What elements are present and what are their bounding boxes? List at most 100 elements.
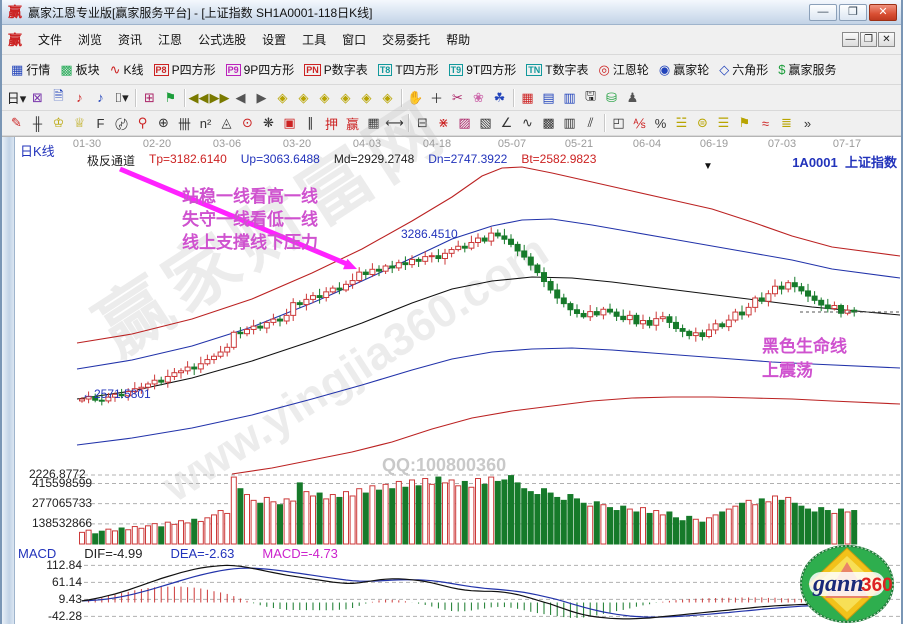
- wave2-tool-icon[interactable]: ≈: [761, 115, 770, 131]
- wave-tool-icon[interactable]: ∿: [522, 115, 533, 130]
- sectors-button[interactable]: ▩ 板块: [55, 59, 104, 80]
- indicator-name[interactable]: 极反通道: [87, 154, 136, 168]
- minimize-button[interactable]: —: [809, 3, 837, 21]
- parallel-lines-icon[interactable]: ╫: [32, 115, 43, 131]
- gold-circle-icon[interactable]: ⊜: [697, 115, 708, 130]
- mdi-restore-button[interactable]: ❐: [860, 32, 877, 47]
- close-button[interactable]: ✕: [869, 3, 897, 21]
- angle-tool-icon[interactable]: ∠: [500, 115, 513, 130]
- menu-6[interactable]: 工具: [302, 33, 327, 47]
- hexagon-button[interactable]: ◇ 六角形: [714, 59, 773, 80]
- color-chart-icon[interactable]: ⚑: [164, 89, 177, 105]
- pen-tool-icon[interactable]: ✎: [11, 115, 22, 130]
- p-square-button[interactable]: P8 P四方形: [149, 59, 221, 80]
- t-number-table-button[interactable]: TN T数字表: [521, 59, 593, 80]
- diamond-updown-icon[interactable]: ◈: [361, 89, 372, 105]
- gold-bands-icon[interactable]: ≣: [781, 115, 792, 130]
- menu-5[interactable]: 设置: [262, 33, 287, 47]
- percent-red-icon[interactable]: ⅍: [633, 115, 646, 131]
- menu-9[interactable]: 帮助: [446, 33, 471, 47]
- slash-tool-icon[interactable]: ⫽: [587, 115, 594, 130]
- menu-1[interactable]: 浏览: [78, 33, 103, 47]
- flower-tool-icon[interactable]: ❀: [473, 89, 484, 105]
- kline-chart-canvas[interactable]: [2, 137, 903, 624]
- frame-tool-icon[interactable]: ⊟: [417, 115, 428, 130]
- win-tool-icon[interactable]: 赢: [345, 116, 359, 132]
- stats-box-icon[interactable]: ◰: [612, 115, 625, 130]
- winner-service-button[interactable]: $ 赢家服务: [773, 59, 841, 80]
- gann-grid-gold-icon[interactable]: ♔: [52, 115, 65, 130]
- monitor-icon[interactable]: ⛁: [606, 89, 617, 105]
- info-panel-icon[interactable]: 🗎: [53, 87, 64, 103]
- gold-lines-icon[interactable]: ☰: [717, 115, 730, 130]
- mind-tool-icon[interactable]: ☘: [493, 89, 506, 105]
- restore-button[interactable]: ❐: [839, 3, 867, 21]
- save-icon[interactable]: 🖫: [584, 87, 597, 103]
- hand-drag-icon[interactable]: ✋: [407, 89, 424, 105]
- hatch-box-icon[interactable]: ▨: [458, 115, 471, 130]
- fibo-f-icon[interactable]: F: [96, 115, 105, 131]
- menu-7[interactable]: 窗口: [342, 33, 367, 47]
- hatch-box2-icon[interactable]: ▧: [479, 115, 492, 130]
- notebook-icon[interactable]: ▥: [563, 89, 576, 105]
- golden-section-icon[interactable]: ☱: [675, 115, 688, 130]
- calendar-icon[interactable]: ▦: [521, 89, 534, 105]
- channel-tool-icon[interactable]: ⊞: [144, 89, 155, 105]
- diamond-both-icon[interactable]: ◈: [319, 89, 330, 105]
- last-page-icon[interactable]: ▶▶: [209, 89, 230, 105]
- span-tool-icon[interactable]: ⟷: [385, 115, 404, 130]
- angle-person-icon[interactable]: ⚲: [137, 115, 148, 130]
- cursor-dropdown-icon[interactable]: ⌷▾: [114, 89, 129, 105]
- crosshair-icon[interactable]: ＋: [429, 91, 443, 106]
- mdi-minimize-button[interactable]: —: [842, 32, 859, 47]
- diamond-expand-icon[interactable]: ◈: [382, 89, 393, 105]
- diamond-right-icon[interactable]: ◈: [298, 89, 309, 105]
- percent-icon[interactable]: %: [654, 115, 667, 131]
- 9p-square-button[interactable]: P9 9P四方形: [221, 59, 300, 80]
- menu-3[interactable]: 江恩: [158, 33, 183, 47]
- gann-circle-icon[interactable]: ⊕: [158, 115, 169, 130]
- calculator-icon[interactable]: ▤: [542, 89, 555, 105]
- next-bar-icon[interactable]: ▶: [256, 89, 267, 105]
- collapsed-side-panel[interactable]: [2, 137, 15, 624]
- gann-wheel-button[interactable]: ◎ 江恩轮: [594, 59, 654, 80]
- indicator-down9-icon[interactable]: ♪: [97, 90, 104, 105]
- spiral-icon[interactable]: 〄: [114, 116, 128, 132]
- menu-8[interactable]: 交易委托: [382, 33, 431, 47]
- kline-style-icon[interactable]: ⊠: [32, 89, 43, 105]
- burst-tool-icon[interactable]: ❋: [263, 115, 274, 130]
- menu-0[interactable]: 文件: [38, 33, 63, 47]
- winner-wheel-button[interactable]: ◉ 赢家轮: [654, 59, 714, 80]
- indicator-up3-icon[interactable]: ♪: [76, 90, 83, 105]
- t-square-button[interactable]: T8 T四方形: [373, 59, 444, 80]
- bars-tool-icon[interactable]: ∥: [307, 115, 314, 130]
- table-tool-icon[interactable]: ▦: [367, 115, 380, 130]
- fan-lines-icon[interactable]: ⋇: [438, 115, 449, 130]
- overflow-chevron-icon[interactable]: »: [803, 115, 812, 131]
- prev-bar-icon[interactable]: ◀: [235, 89, 246, 105]
- flag-gold-icon[interactable]: ⚑: [738, 115, 751, 130]
- diamond-up-icon[interactable]: ◈: [340, 89, 351, 105]
- menu-2[interactable]: 资讯: [118, 33, 143, 47]
- n-square-icon[interactable]: n²: [199, 115, 212, 131]
- gann-grid2-icon[interactable]: ♕: [73, 115, 86, 130]
- quotes-button[interactable]: ▦ 行情: [6, 59, 55, 80]
- press-tool-icon[interactable]: 押: [324, 116, 338, 132]
- 9t-square-button[interactable]: T9 9T四方形: [444, 59, 522, 80]
- users-icon[interactable]: ♟: [626, 89, 639, 105]
- arrow-tool-icon[interactable]: ◬: [221, 115, 232, 130]
- grid-dense-icon[interactable]: ▩: [542, 115, 555, 130]
- grid-wide-icon[interactable]: ▥: [563, 115, 576, 130]
- macd-indicator-name[interactable]: MACD: [18, 546, 57, 561]
- measure-icon[interactable]: ✂: [452, 89, 463, 105]
- target-tool-icon[interactable]: ⊙: [242, 115, 253, 130]
- p-number-table-button[interactable]: PN P数字表: [299, 59, 373, 80]
- period-day-dropdown-icon[interactable]: 日▾: [6, 91, 27, 106]
- first-page-icon[interactable]: ◀◀: [188, 89, 209, 105]
- grid-lines-icon[interactable]: 卌: [177, 116, 191, 132]
- mdi-close-button[interactable]: ✕: [878, 32, 895, 47]
- diamond-left-icon[interactable]: ◈: [277, 89, 288, 105]
- menu-4[interactable]: 公式选股: [198, 33, 247, 47]
- kline-button[interactable]: ∿ K线: [105, 59, 149, 80]
- box-tool-icon[interactable]: ▣: [283, 115, 296, 130]
